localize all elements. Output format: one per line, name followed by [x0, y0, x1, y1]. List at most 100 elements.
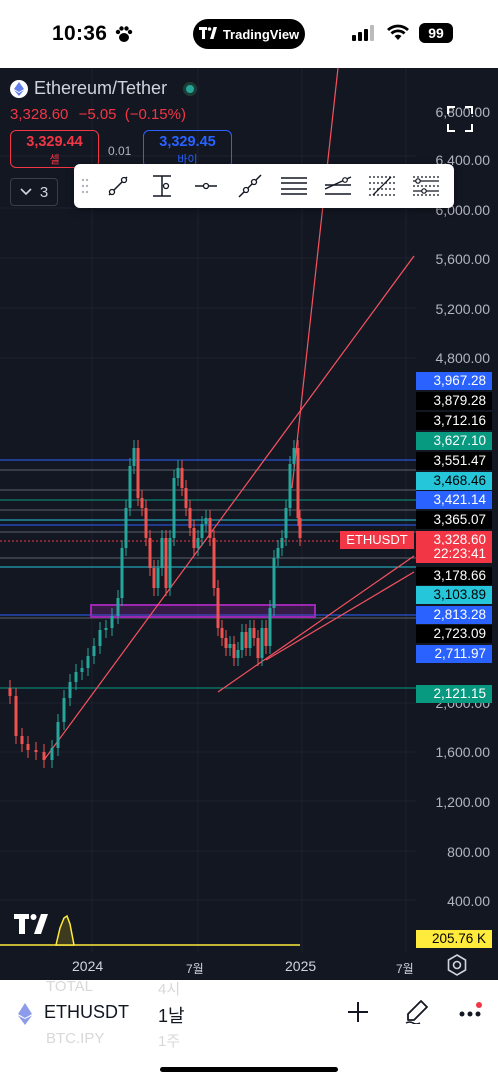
candle-body	[184, 488, 188, 508]
paw-icon	[115, 26, 133, 42]
candle-body	[268, 608, 272, 646]
price-tag: 3,712.16	[416, 412, 492, 430]
candle-body	[240, 632, 244, 650]
more-icon[interactable]	[458, 1002, 482, 1022]
battery-indicator: 99	[419, 23, 453, 43]
volume-spike	[55, 914, 75, 946]
price-tag: 205.76 K	[416, 930, 492, 948]
horizontal-ray-icon[interactable]	[184, 164, 228, 208]
candle-body	[56, 722, 60, 748]
buy-button[interactable]: 3,329.45 바이	[143, 130, 232, 168]
candle-body	[104, 628, 108, 630]
candle-body	[172, 478, 176, 538]
candle-body	[216, 588, 220, 628]
trend-lines[interactable]	[43, 68, 415, 761]
price-tag: 3,468.46	[416, 472, 492, 490]
home-indicator	[160, 1067, 338, 1072]
pen-icon[interactable]	[404, 998, 430, 1024]
candle-body	[180, 468, 184, 488]
chevron-down-icon	[20, 188, 32, 196]
candle-body	[50, 748, 54, 760]
tradingview-watermark-icon	[14, 914, 48, 934]
candle-body	[152, 568, 156, 588]
sell-price: 3,329.44	[26, 134, 83, 150]
candle-body	[176, 468, 180, 478]
trend-line-icon[interactable]	[96, 164, 140, 208]
trend-line-lower	[265, 571, 415, 661]
time-label-2025: 2025	[285, 958, 317, 974]
volume-pane	[0, 914, 300, 946]
symbol-selector[interactable]: ETHUSDT	[44, 1002, 129, 1022]
trend-line-support	[217, 555, 415, 693]
price-chart[interactable]	[0, 68, 498, 980]
candle-body	[298, 518, 302, 538]
candle-body	[208, 518, 212, 538]
cellular-signal-icon	[352, 25, 374, 41]
indicators-count: 3	[39, 183, 49, 201]
symbol-title[interactable]: Ethereum/Tether	[34, 78, 168, 98]
tradingview-pill[interactable]: TradingView	[193, 19, 305, 49]
candle-body	[284, 508, 288, 538]
extended-line-icon[interactable]	[228, 164, 272, 208]
parallel-channel-icon[interactable]	[272, 164, 316, 208]
candle-body	[86, 656, 90, 668]
candle-body	[160, 538, 164, 568]
interval-selector[interactable]: 1날	[158, 1006, 185, 1026]
price-tag: 3,967.28	[416, 372, 492, 390]
ghost-item-top-right: 4시	[158, 981, 181, 998]
candle-body	[136, 448, 140, 498]
sell-button[interactable]: 3,329.44 셀	[10, 130, 99, 168]
price-change-pct: (−0.15%)	[124, 106, 186, 123]
regression-channel-icon[interactable]	[316, 164, 360, 208]
drag-handle-icon[interactable]	[74, 164, 96, 208]
bottom-bar: TOTAL 4시 ETHUSDT 1날 BTC.IPY 1주	[0, 978, 498, 1080]
ticker-line-label: ETHUSDT	[340, 531, 414, 549]
support-zone-rectangle[interactable]	[90, 604, 316, 618]
candle-body	[212, 538, 216, 588]
price-axis-label: 1,600.00	[435, 744, 491, 760]
price-change-line: 3,328.60 −5.05 (−0.15%)	[10, 106, 186, 123]
price-axis-label: 1,200.00	[435, 794, 491, 810]
time-axis[interactable]: 2024 7월 2025 7월	[0, 952, 416, 980]
candle-body	[120, 548, 124, 598]
candle-body	[236, 650, 240, 658]
price-tag: 3,178.66	[416, 567, 492, 585]
drawing-toolbar[interactable]	[74, 164, 454, 208]
candlesticks[interactable]	[8, 440, 302, 768]
candle-body	[26, 744, 30, 750]
price-tag: 3,421.14	[416, 491, 492, 509]
plus-icon[interactable]	[346, 1000, 370, 1024]
candle-body	[62, 698, 66, 722]
fullscreen-icon[interactable]	[447, 106, 473, 132]
candle-body	[256, 638, 260, 658]
buy-label: 바이	[177, 154, 198, 166]
candle-body	[164, 538, 168, 588]
vertical-measure-icon[interactable]	[140, 164, 184, 208]
symbol-header[interactable]: Ethereum/Tether	[10, 78, 198, 99]
candle-body	[248, 628, 252, 648]
price-tag: 3,328.60	[416, 531, 492, 549]
candle-body	[296, 448, 300, 518]
candle-body	[228, 644, 232, 648]
fib-retracement-icon[interactable]	[360, 164, 404, 208]
gear-icon[interactable]	[446, 954, 468, 976]
ghost-item-bottom-left: BTC.IPY	[46, 1030, 105, 1047]
status-bar: 10:36 TradingView 99	[0, 0, 498, 68]
price-tag: 2,813.28	[416, 606, 492, 624]
candle-body	[8, 688, 12, 696]
candle-body	[292, 448, 296, 464]
time-label-2024: 2024	[72, 958, 104, 974]
ghost-item-top-left: TOTAL	[46, 978, 93, 995]
candle-body	[132, 448, 136, 466]
candle-body	[252, 628, 256, 638]
candle-body	[20, 736, 24, 744]
candle-body	[42, 752, 46, 760]
price-tag: 2,711.97	[416, 645, 492, 663]
candle-body	[188, 508, 192, 528]
price-tag: 22:23:41	[416, 545, 492, 563]
price-tag: 3,551.47	[416, 452, 492, 470]
fib-extension-icon[interactable]	[404, 164, 448, 208]
indicators-toggle-button[interactable]: 3	[10, 178, 58, 206]
horizontal-levels[interactable]	[0, 459, 416, 689]
chart-area[interactable]: Ethereum/Tether 3,328.60 −5.05 (−0.15%) …	[0, 68, 498, 980]
